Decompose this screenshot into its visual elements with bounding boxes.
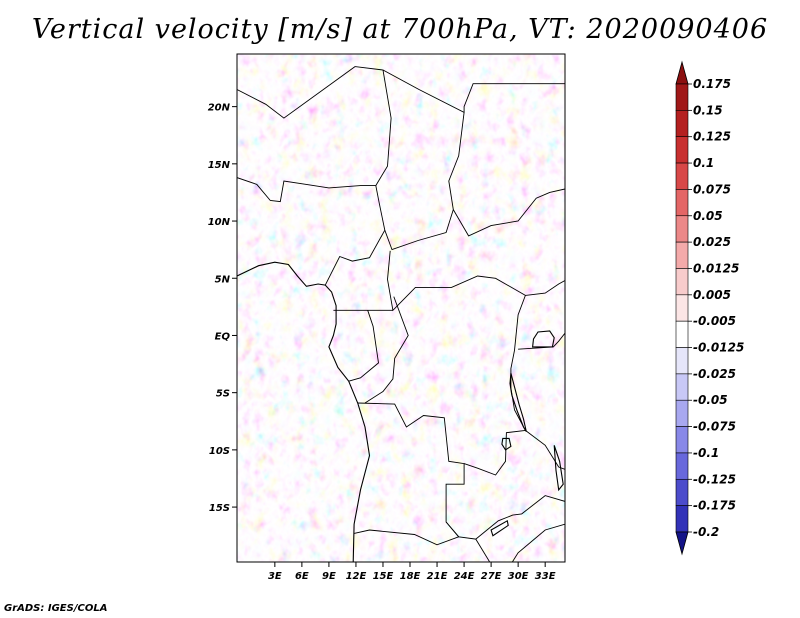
- lon-tick-label: 21E: [427, 571, 448, 582]
- colorbar-level-label: 0.075: [693, 182, 731, 196]
- country-border: [237, 177, 376, 203]
- colorbar-bin: [675, 110, 689, 138]
- country-border: [525, 430, 565, 470]
- lat-tick-label: 15N: [208, 160, 231, 171]
- lon-tick-label: 9E: [322, 571, 336, 582]
- country-border: [237, 66, 392, 186]
- lon-tick-label: 24E: [454, 571, 475, 582]
- colorbar-bin: [675, 399, 689, 427]
- longitude-axis: 3E 6E 9E 12E 15E 18E 21E 24E 27E 30E 33E: [268, 562, 556, 582]
- colorbar-level-label: 0.0125: [693, 261, 739, 275]
- grads-credit: GrADS: IGES/COLA: [4, 603, 108, 614]
- colorbar-bin: [675, 162, 689, 190]
- lat-tick-label: 10N: [208, 217, 231, 228]
- colorbar-bin: [675, 452, 689, 480]
- lat-tick-label: 20N: [208, 103, 231, 114]
- colorbar: 0.175 0.15 0.125 0.1 0.075 0.05 0.025 0.0125 0.0…: [675, 60, 744, 556]
- lat-tick-label: 5N: [215, 274, 231, 285]
- country-border: [511, 523, 565, 562]
- colorbar-bin: [675, 373, 689, 401]
- colorbar-level-label: -0.0125: [693, 341, 744, 355]
- colorbar-bin: [675, 189, 689, 217]
- colorbar-level-label: 0.1: [693, 156, 714, 170]
- coastline: [237, 261, 371, 562]
- lake-outline: [490, 519, 509, 537]
- country-border: [354, 402, 465, 546]
- lon-tick-label: 3E: [268, 571, 282, 582]
- lon-tick-label: 33E: [535, 571, 556, 582]
- colorbar-level-label: -0.025: [693, 367, 736, 381]
- lake-outline: [531, 330, 555, 348]
- colorbar-level-label: -0.05: [693, 393, 728, 407]
- country-border: [324, 185, 386, 286]
- lake-outline: [501, 437, 512, 451]
- colorbar-level-label: 0.125: [693, 130, 731, 144]
- colorbar-level-label: -0.005: [693, 314, 736, 328]
- lon-tick-label: 6E: [295, 571, 309, 582]
- velocity-shading: [237, 54, 565, 562]
- colorbar-level-label: 0.005: [693, 288, 731, 302]
- colorbar-level-label: -0.075: [693, 420, 736, 434]
- colorbar-bin: [675, 347, 689, 375]
- country-border: [387, 250, 526, 312]
- velocity-field: [237, 54, 565, 562]
- colorbar-level-label: 0.15: [693, 103, 723, 117]
- colorbar-bin: [675, 478, 689, 506]
- colorbar-level-label: -0.1: [693, 446, 719, 460]
- lat-tick-label: 15S: [209, 503, 230, 514]
- country-border: [364, 296, 409, 404]
- colorbar-top-arrow: [675, 60, 689, 85]
- latitude-axis: 20N 15N 10N 5N EQ 5S 10S 15S: [208, 103, 237, 514]
- figure-title: Vertical velocity [m/s] at 700hPa, VT: 2…: [31, 14, 769, 45]
- colorbar-bin: [675, 241, 689, 269]
- map-frame: [236, 53, 566, 563]
- colorbar-level-label: -0.175: [693, 499, 736, 513]
- country-border: [475, 538, 491, 562]
- lon-tick-label: 30E: [508, 571, 529, 582]
- country-border: [452, 188, 565, 237]
- colorbar-level-label: 0.175: [693, 77, 731, 91]
- country-border: [445, 495, 565, 540]
- colorbar-bin: [675, 83, 689, 111]
- colorbar-bin: [675, 268, 689, 296]
- lake-outline: [553, 445, 564, 492]
- country-border: [382, 69, 565, 114]
- lon-tick-label: 12E: [346, 571, 367, 582]
- country-border: [384, 112, 465, 251]
- colorbar-bin: [675, 294, 689, 322]
- colorbar-level-label: -0.2: [693, 525, 719, 539]
- lon-tick-label: 27E: [481, 571, 502, 582]
- lake-outline: [509, 373, 527, 432]
- colorbar-bin: [675, 320, 689, 348]
- colorbar-bin: [675, 505, 689, 533]
- country-border: [348, 310, 379, 382]
- colorbar-level-label: 0.05: [693, 209, 723, 223]
- lat-tick-label: 5S: [216, 389, 230, 400]
- colorbar-bin: [675, 426, 689, 454]
- lon-tick-label: 18E: [400, 571, 421, 582]
- colorbar-level-label: -0.125: [693, 472, 736, 486]
- colorbar-level-label: 0.025: [693, 235, 731, 249]
- colorbar-bin: [675, 215, 689, 243]
- country-border: [525, 280, 565, 296]
- lat-tick-label: EQ: [215, 331, 231, 342]
- country-border: [518, 332, 565, 350]
- colorbar-bottom-arrow: [675, 531, 689, 556]
- country-border: [463, 429, 526, 476]
- geography-lines: [237, 66, 565, 562]
- colorbar-bin: [675, 136, 689, 164]
- lon-tick-label: 15E: [373, 571, 394, 582]
- lat-tick-label: 10S: [209, 446, 230, 457]
- country-border: [510, 295, 526, 431]
